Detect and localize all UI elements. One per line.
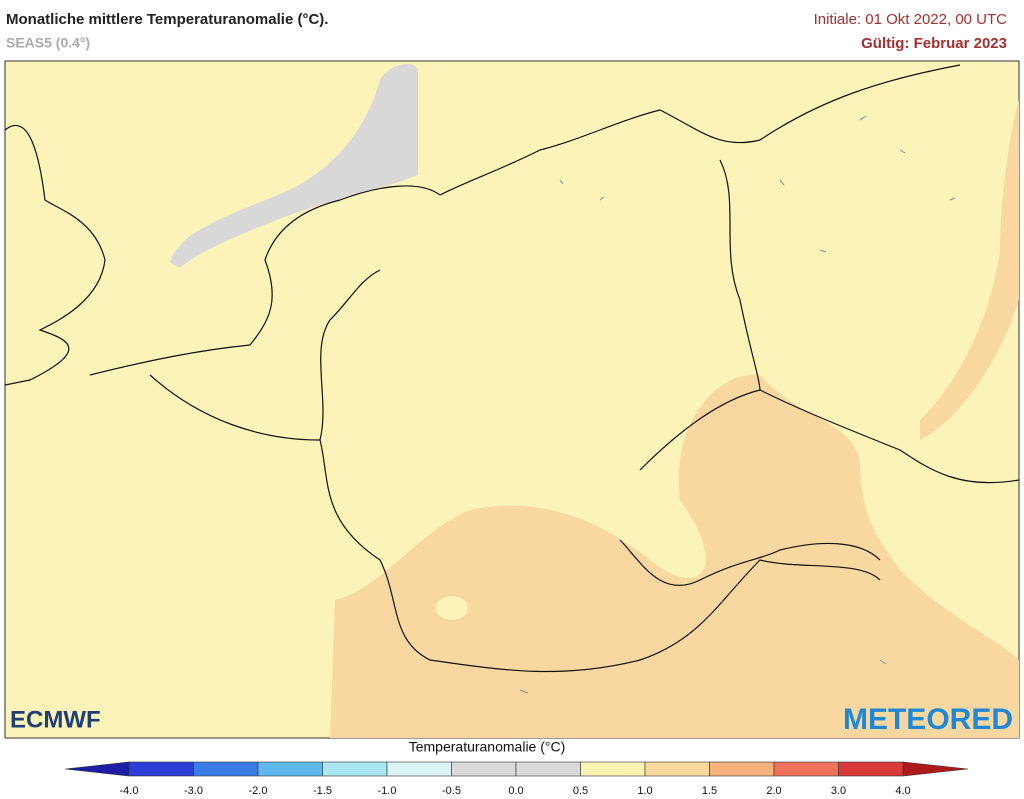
colorbar-segment xyxy=(193,761,259,777)
subtitle: SEAS5 (0.4°) xyxy=(6,35,90,51)
coast-england xyxy=(4,124,106,386)
warm-anomaly-area-east xyxy=(920,100,1019,440)
colorbar-tick-label: -0.5 xyxy=(442,785,461,797)
colorbar: -4.0 -3.0 -2.0 -1.5 -1.0 -0.5 0.0 0.5 1.0 1.5 2.0 3… xyxy=(64,761,969,797)
border-austria xyxy=(619,539,881,587)
border-south xyxy=(149,374,881,673)
title: Monatliche mittlere Temperaturanomalie (… xyxy=(6,11,328,28)
colorbar-segment xyxy=(773,761,839,777)
colorbar-segment xyxy=(644,761,710,777)
map xyxy=(4,60,1020,739)
colorbar-tick-label: 0.0 xyxy=(508,785,523,797)
colorbar-segment xyxy=(515,761,581,777)
colorbar-tick-label: -1.5 xyxy=(313,785,332,797)
colorbar-segment xyxy=(451,761,517,777)
warm-anomaly-area xyxy=(330,374,1019,738)
colorbar-tick-label: -1.0 xyxy=(378,785,397,797)
colorbar-tick-label: 1.5 xyxy=(702,785,717,797)
colorbar-segment xyxy=(257,761,323,777)
colorbar-tick-label: 3.0 xyxy=(831,785,846,797)
colorbar-tick-label: 4.0 xyxy=(895,785,910,797)
colorbar-segment xyxy=(709,761,775,777)
legend-title: Temperaturanomalie (°C) xyxy=(409,739,566,755)
colorbar-tick-label: -3.0 xyxy=(184,785,203,797)
colorbar-segment xyxy=(386,761,452,777)
coast-baltic xyxy=(439,64,961,196)
colorbar-segment xyxy=(322,761,388,777)
colorbar-tick-label: 2.0 xyxy=(766,785,781,797)
colorbar-segment xyxy=(580,761,646,777)
coast-continent xyxy=(89,185,441,376)
colorbar-tick-label: -4.0 xyxy=(120,785,139,797)
pale-patch xyxy=(436,596,468,620)
border-poland xyxy=(719,159,761,391)
colorbar-segment xyxy=(128,761,194,777)
logo-ecmwf: ECMWF xyxy=(10,706,101,733)
initial-date: Initiale: 01 Okt 2022, 00 UTC xyxy=(814,11,1008,28)
border-czech xyxy=(639,389,1020,484)
colorbar-over xyxy=(902,761,969,777)
colorbar-tick-label: -2.0 xyxy=(249,785,268,797)
valid-date: Gültig: Februar 2023 xyxy=(861,35,1007,52)
colorbar-tick-label: 0.5 xyxy=(573,785,588,797)
logo-meteored: METEORED xyxy=(843,703,1013,736)
colorbar-segment xyxy=(838,761,904,777)
colorbar-tick-label: 1.0 xyxy=(637,785,652,797)
border-west xyxy=(319,269,381,441)
colorbar-under xyxy=(64,761,130,777)
lakes xyxy=(519,115,956,694)
cold-anomaly-area xyxy=(170,64,418,268)
